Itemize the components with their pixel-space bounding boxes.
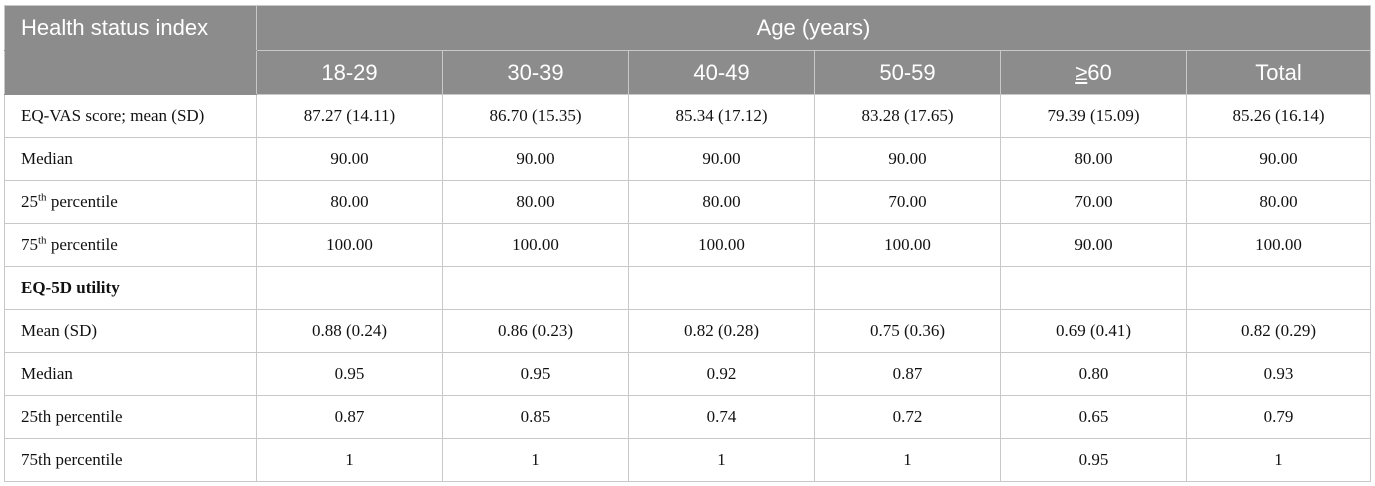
table-row: 75th percentile 100.00 100.00 100.00 100… — [4, 223, 1371, 267]
table-cell: 0.92 — [628, 352, 815, 396]
table-cell: 100.00 — [442, 223, 629, 267]
table-cell: 0.80 — [1000, 352, 1187, 396]
table-row: Mean (SD) 0.88 (0.24) 0.86 (0.23) 0.82 (… — [4, 309, 1371, 353]
age-col-30-39: 30-39 — [442, 50, 629, 95]
table-cell: 90.00 — [1000, 223, 1187, 267]
age-col-60-plus: ≥60 — [1000, 50, 1187, 95]
table-cell: 85.34 (17.12) — [628, 94, 815, 138]
table-cell: 80.00 — [1000, 137, 1187, 181]
row-label: EQ-VAS score; mean (SD) — [4, 94, 257, 138]
table-cell — [1000, 266, 1187, 310]
table-cell: 79.39 (15.09) — [1000, 94, 1187, 138]
table-row: 75th percentile 1 1 1 1 0.95 1 — [4, 438, 1371, 482]
table-cell: 0.93 — [1186, 352, 1371, 396]
table-cell: 0.86 (0.23) — [442, 309, 629, 353]
table-cell: 90.00 — [628, 137, 815, 181]
table-cell: 90.00 — [1186, 137, 1371, 181]
table-cell — [1186, 266, 1371, 310]
table-cell — [814, 266, 1001, 310]
table-cell: 0.87 — [256, 395, 443, 439]
table-cell: 90.00 — [442, 137, 629, 181]
table-cell: 80.00 — [1186, 180, 1371, 224]
age-col-60-label: 60 — [1087, 59, 1112, 85]
table-cell: 0.95 — [442, 352, 629, 396]
table-cell: 0.95 — [1000, 438, 1187, 482]
age-col-40-49: 40-49 — [628, 50, 815, 95]
row-label: Median — [4, 137, 257, 181]
table-cell: 1 — [814, 438, 1001, 482]
table-cell: 0.75 (0.36) — [814, 309, 1001, 353]
table-cell: 100.00 — [256, 223, 443, 267]
table-row: Median 90.00 90.00 90.00 90.00 80.00 90.… — [4, 137, 1371, 181]
table-cell: 1 — [628, 438, 815, 482]
age-col-50-59: 50-59 — [814, 50, 1001, 95]
table-cell: 80.00 — [442, 180, 629, 224]
corner-header-blank — [4, 50, 257, 95]
table-cell: 0.82 (0.28) — [628, 309, 815, 353]
table-cell: 0.85 — [442, 395, 629, 439]
table-cell: 85.26 (16.14) — [1186, 94, 1371, 138]
table-cell: 0.65 — [1000, 395, 1187, 439]
table-cell: 100.00 — [628, 223, 815, 267]
health-status-table: Health status index Age (years) 18-29 30… — [4, 5, 1371, 482]
table-cell: 0.87 — [814, 352, 1001, 396]
section-row: EQ-5D utility — [4, 266, 1371, 310]
age-col-18-29: 18-29 — [256, 50, 443, 95]
table-cell: 80.00 — [256, 180, 443, 224]
table-row: EQ-VAS score; mean (SD) 87.27 (14.11) 86… — [4, 94, 1371, 138]
table-cell: 83.28 (17.65) — [814, 94, 1001, 138]
table-cell: 86.70 (15.35) — [442, 94, 629, 138]
header-row-top: Health status index Age (years) — [4, 5, 1371, 51]
row-label: 75th percentile — [4, 223, 257, 267]
table-cell: 0.72 — [814, 395, 1001, 439]
table-cell: 1 — [1186, 438, 1371, 482]
row-label: Median — [4, 352, 257, 396]
table-cell: 100.00 — [814, 223, 1001, 267]
table-cell: 1 — [256, 438, 443, 482]
table-cell: 90.00 — [814, 137, 1001, 181]
table-cell: 87.27 (14.11) — [256, 94, 443, 138]
table-cell: 70.00 — [814, 180, 1001, 224]
row-label: Mean (SD) — [4, 309, 257, 353]
table-cell: 100.00 — [1186, 223, 1371, 267]
table-cell — [628, 266, 815, 310]
table-cell: 0.88 (0.24) — [256, 309, 443, 353]
corner-header: Health status index — [4, 5, 257, 51]
table-cell: 0.82 (0.29) — [1186, 309, 1371, 353]
table-row: 25th percentile 80.00 80.00 80.00 70.00 … — [4, 180, 1371, 224]
table-cell — [442, 266, 629, 310]
table-cell: 0.69 (0.41) — [1000, 309, 1187, 353]
table-cell: 80.00 — [628, 180, 815, 224]
age-group-header: Age (years) — [256, 5, 1371, 51]
table-row: Median 0.95 0.95 0.92 0.87 0.80 0.93 — [4, 352, 1371, 396]
header-row-age-groups: 18-29 30-39 40-49 50-59 ≥60 Total — [4, 50, 1371, 95]
greater-equal-symbol: ≥ — [1075, 59, 1088, 85]
table-cell — [256, 266, 443, 310]
table-cell: 0.95 — [256, 352, 443, 396]
table-cell: 1 — [442, 438, 629, 482]
table-cell: 70.00 — [1000, 180, 1187, 224]
age-col-total: Total — [1186, 50, 1371, 95]
row-label: 25th percentile — [4, 180, 257, 224]
table-cell: 0.74 — [628, 395, 815, 439]
table-row: 25th percentile 0.87 0.85 0.74 0.72 0.65… — [4, 395, 1371, 439]
table-cell: 0.79 — [1186, 395, 1371, 439]
table-cell: 90.00 — [256, 137, 443, 181]
row-label: 25th percentile — [4, 395, 257, 439]
row-label: 75th percentile — [4, 438, 257, 482]
section-label: EQ-5D utility — [4, 266, 257, 310]
